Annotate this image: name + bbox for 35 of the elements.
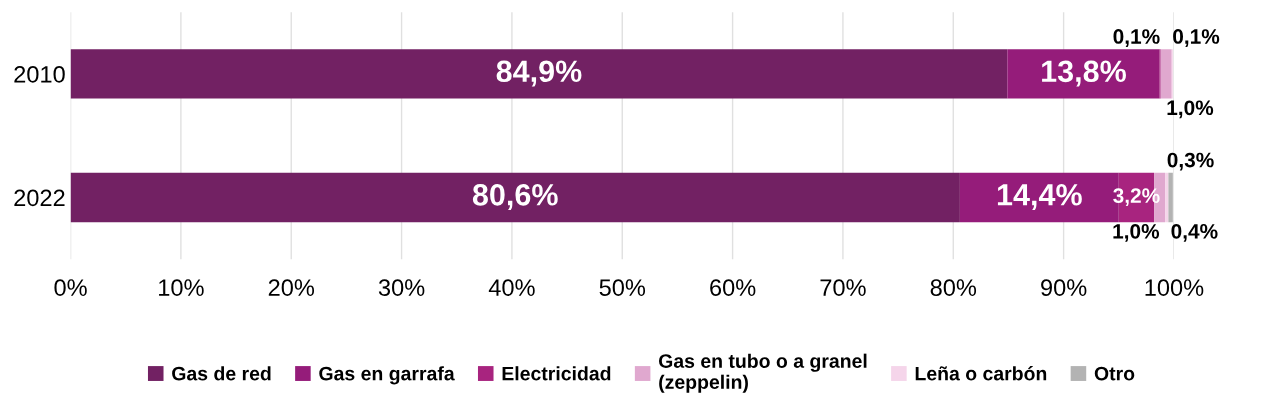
data-label: 0,4% bbox=[1171, 223, 1218, 242]
data-label: 84,9% bbox=[496, 60, 582, 87]
data-label: 0,3% bbox=[1167, 152, 1214, 171]
legend-label: Gas en tubo o a granel (zeppelin) bbox=[658, 353, 867, 393]
data-label: 1,0% bbox=[1113, 223, 1160, 242]
bar bbox=[1160, 49, 1172, 99]
legend-label: Gas de red bbox=[172, 366, 271, 381]
x-tick-label: 80% bbox=[930, 279, 977, 296]
x-tick-label: 70% bbox=[820, 279, 866, 296]
bar bbox=[70, 172, 960, 223]
x-tick-label: 30% bbox=[378, 279, 425, 296]
y-tick-label: 2022 bbox=[14, 189, 65, 207]
data-label: 0,1% bbox=[1173, 29, 1220, 47]
data-label: 14,4% bbox=[997, 184, 1082, 211]
legend-label: Gas en garrafa bbox=[319, 366, 455, 385]
legend-label: Leña o carbón bbox=[915, 366, 1047, 381]
x-tick-label: 90% bbox=[1041, 279, 1087, 296]
legend-label: Electricidad bbox=[502, 366, 611, 381]
x-tick-label: 60% bbox=[710, 279, 756, 296]
legend-label: Otro bbox=[1094, 366, 1135, 381]
x-tick-label: 20% bbox=[268, 279, 315, 296]
data-label: 13,8% bbox=[1042, 60, 1126, 87]
y-tick-label: 2010 bbox=[14, 65, 65, 83]
data-label: 80,6% bbox=[472, 184, 558, 211]
x-tick-label: 0% bbox=[54, 279, 87, 296]
bar bbox=[1165, 172, 1169, 223]
data-label: 1,0% bbox=[1167, 100, 1214, 119]
x-tick-label: 40% bbox=[488, 279, 535, 296]
bar bbox=[70, 49, 1008, 99]
bar bbox=[1168, 172, 1173, 223]
data-label: 0,1% bbox=[1113, 29, 1160, 47]
bar bbox=[1007, 49, 1160, 99]
x-tick-label: 50% bbox=[599, 279, 646, 296]
x-tick-label: 10% bbox=[159, 279, 204, 296]
x-tick-label: 100% bbox=[1145, 279, 1204, 296]
